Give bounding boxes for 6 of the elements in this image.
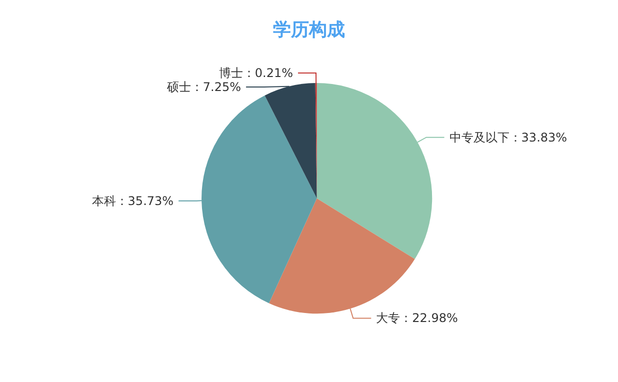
slice-label: 大专：22.98%	[376, 311, 458, 326]
chart-title: 学历构成	[273, 20, 345, 40]
slice-label: 中专及以下：33.83%	[449, 130, 568, 144]
slice-label: 博士：0.21%	[218, 66, 293, 80]
slice-label: 本科：35.73%	[92, 194, 174, 208]
slice-label: 硕士：7.25%	[166, 80, 242, 94]
